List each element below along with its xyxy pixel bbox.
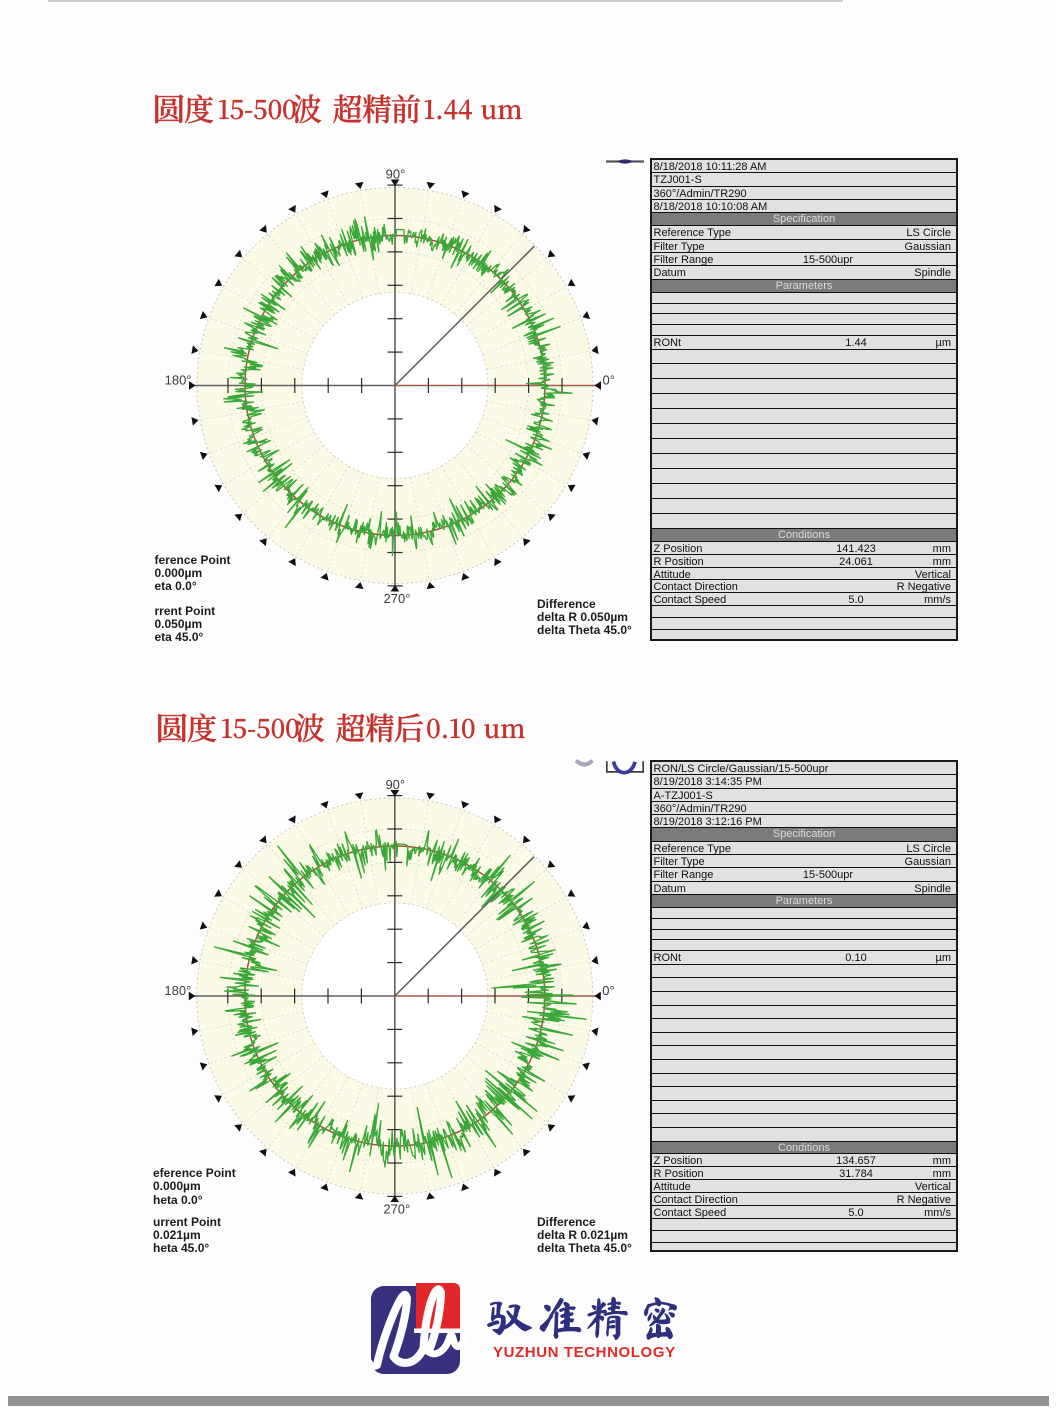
svg-text:YUZHUN TECHNOLOGY: YUZHUN TECHNOLOGY [493, 1344, 676, 1361]
svg-text:0°: 0° [602, 983, 614, 998]
svg-text:90°: 90° [385, 777, 405, 792]
svg-text:180°: 180° [165, 373, 192, 388]
svg-text:270°: 270° [384, 591, 411, 606]
svg-text:0°: 0° [603, 373, 615, 388]
svg-text:270°: 270° [383, 1202, 410, 1217]
svg-text:90°: 90° [386, 167, 406, 182]
svg-text:180°: 180° [164, 983, 191, 998]
